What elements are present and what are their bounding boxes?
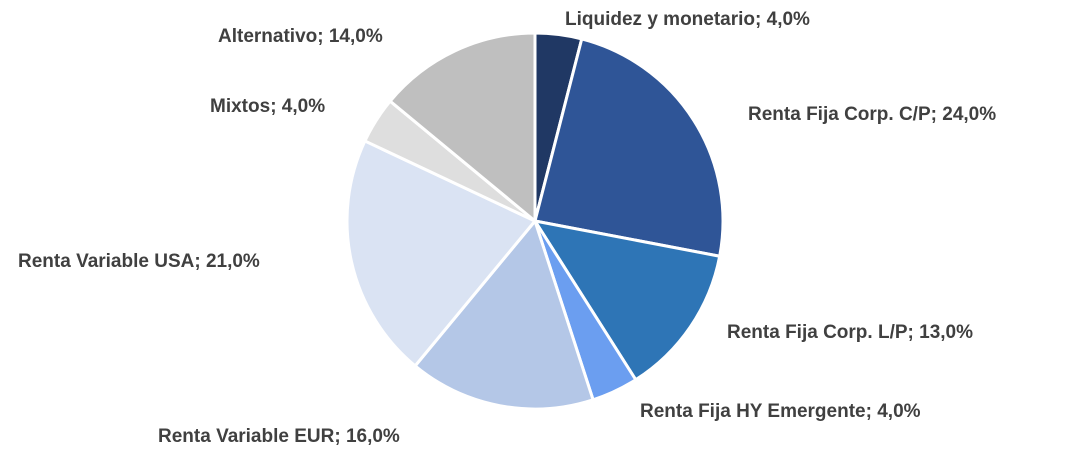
pie-slice xyxy=(388,31,537,225)
data-label: Renta Variable USA; 21,0% xyxy=(18,251,260,272)
category-name: Renta Variable EUR xyxy=(158,426,335,447)
category-name: Alternativo xyxy=(218,26,317,47)
label-separator: ; xyxy=(317,26,329,47)
label-separator: ; xyxy=(194,251,206,272)
pie-slice xyxy=(413,217,595,411)
value-label: 4,0% xyxy=(877,401,920,422)
value-label: 13,0% xyxy=(919,322,973,343)
data-label: Alternativo; 14,0% xyxy=(218,26,383,47)
category-name: Renta Fija Corp. C/P xyxy=(748,104,931,125)
value-label: 14,0% xyxy=(329,26,383,47)
data-label: Renta Fija Corp. C/P; 24,0% xyxy=(748,104,996,125)
category-name: Renta Fija HY Emergente xyxy=(640,401,866,422)
label-separator: ; xyxy=(334,426,346,447)
label-separator: ; xyxy=(755,9,767,30)
label-separator: ; xyxy=(866,401,878,422)
data-label: Mixtos; 4,0% xyxy=(210,96,325,117)
category-name: Renta Fija Corp. L/P xyxy=(727,322,908,343)
label-separator: ; xyxy=(908,322,920,343)
data-label: Renta Variable EUR; 16,0% xyxy=(158,426,400,447)
pie-slice xyxy=(345,138,538,368)
data-label: Renta Fija HY Emergente; 4,0% xyxy=(640,401,921,422)
value-label: 24,0% xyxy=(942,104,996,125)
value-label: 4,0% xyxy=(282,96,325,117)
category-name: Mixtos xyxy=(210,96,270,117)
label-separator: ; xyxy=(931,104,943,125)
label-separator: ; xyxy=(270,96,282,117)
category-name: Liquidez y monetario xyxy=(565,9,755,30)
data-label: Renta Fija Corp. L/P; 13,0% xyxy=(727,322,973,343)
pie-slice xyxy=(531,218,722,382)
value-label: 16,0% xyxy=(346,426,400,447)
value-label: 4,0% xyxy=(767,9,810,30)
pie-slice xyxy=(533,37,725,258)
data-label: Liquidez y monetario; 4,0% xyxy=(565,9,810,30)
value-label: 21,0% xyxy=(206,251,260,272)
category-name: Renta Variable USA xyxy=(18,251,195,272)
